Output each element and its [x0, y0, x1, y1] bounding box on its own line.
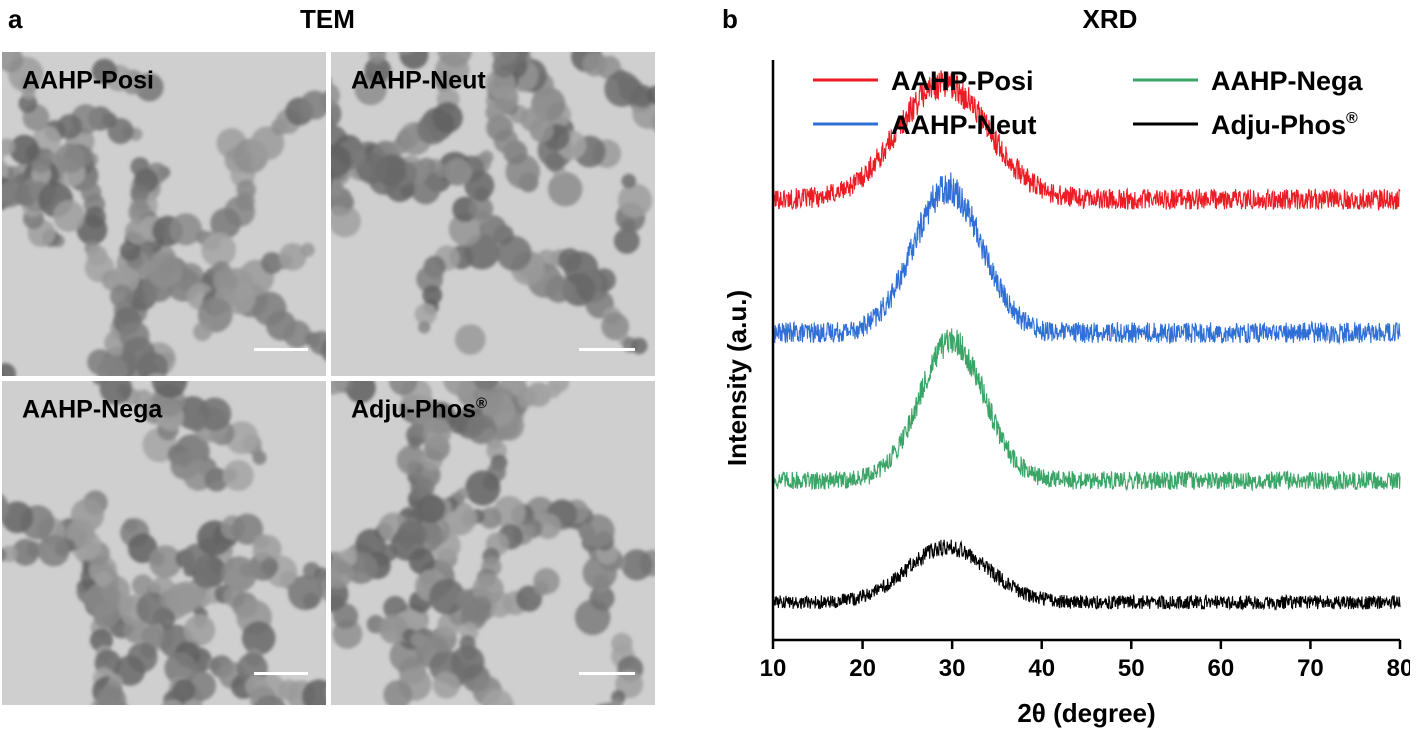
x-tick-label: 60	[1208, 655, 1235, 682]
tem-micrograph	[331, 52, 655, 376]
tem-image-aahp-nega: AAHP-Nega	[2, 381, 326, 705]
tem-micrograph	[2, 381, 326, 705]
x-tick-label: 30	[939, 655, 966, 682]
series-line-aahp-posi	[772, 70, 1401, 212]
tem-image-aahp-posi: AAHP-Posi	[2, 52, 326, 376]
tem-micrograph	[2, 52, 326, 376]
scale-bar	[254, 348, 308, 351]
panel-a-letter: a	[8, 4, 23, 34]
y-axis-label: Intensity (a.u.)	[722, 290, 752, 466]
xrd-chart: 10 20 30 40 50 60 70 80 2θ (degree) Intensity (a.…	[722, 60, 1410, 728]
legend-label: AAHP-Posi	[891, 66, 1034, 96]
tem-label: AAHP-Nega	[22, 395, 163, 424]
series-line-aahp-neut	[772, 172, 1401, 346]
tem-label: Adju-Phos®	[351, 395, 488, 424]
legend-label: AAHP-Neut	[891, 110, 1037, 140]
x-axis-label: 2θ (degree)	[1017, 698, 1155, 728]
legend-label: AAHP-Nega	[1211, 66, 1364, 96]
x-tick-label: 50	[1118, 655, 1145, 682]
x-tick-label: 80	[1387, 655, 1410, 682]
legend-label: Adju-Phos®	[1211, 110, 1358, 140]
panel-b-title: XRD	[1082, 4, 1138, 34]
series-line-aahp-nega	[772, 328, 1401, 492]
series-line-adju-phos	[772, 539, 1401, 611]
panel-a-title: TEM	[300, 4, 355, 34]
tem-label: AAHP-Neut	[351, 66, 486, 95]
x-tick-label: 20	[849, 655, 876, 682]
tem-label: AAHP-Posi	[22, 66, 154, 95]
scale-bar	[579, 348, 635, 351]
x-tick-label: 10	[760, 655, 787, 682]
tem-image-grid: AAHP-Posi AAHP-Neut AAHP-Nega Adju-Phos®	[0, 52, 655, 707]
tem-image-adju-phos: Adju-Phos®	[331, 381, 655, 705]
x-tick-label: 40	[1028, 655, 1055, 682]
tem-micrograph	[331, 381, 655, 705]
panel-b-letter: b	[722, 4, 738, 34]
tem-image-aahp-neut: AAHP-Neut	[331, 52, 655, 376]
scale-bar	[254, 672, 308, 675]
x-tick-label: 70	[1297, 655, 1324, 682]
scale-bar	[579, 672, 635, 675]
